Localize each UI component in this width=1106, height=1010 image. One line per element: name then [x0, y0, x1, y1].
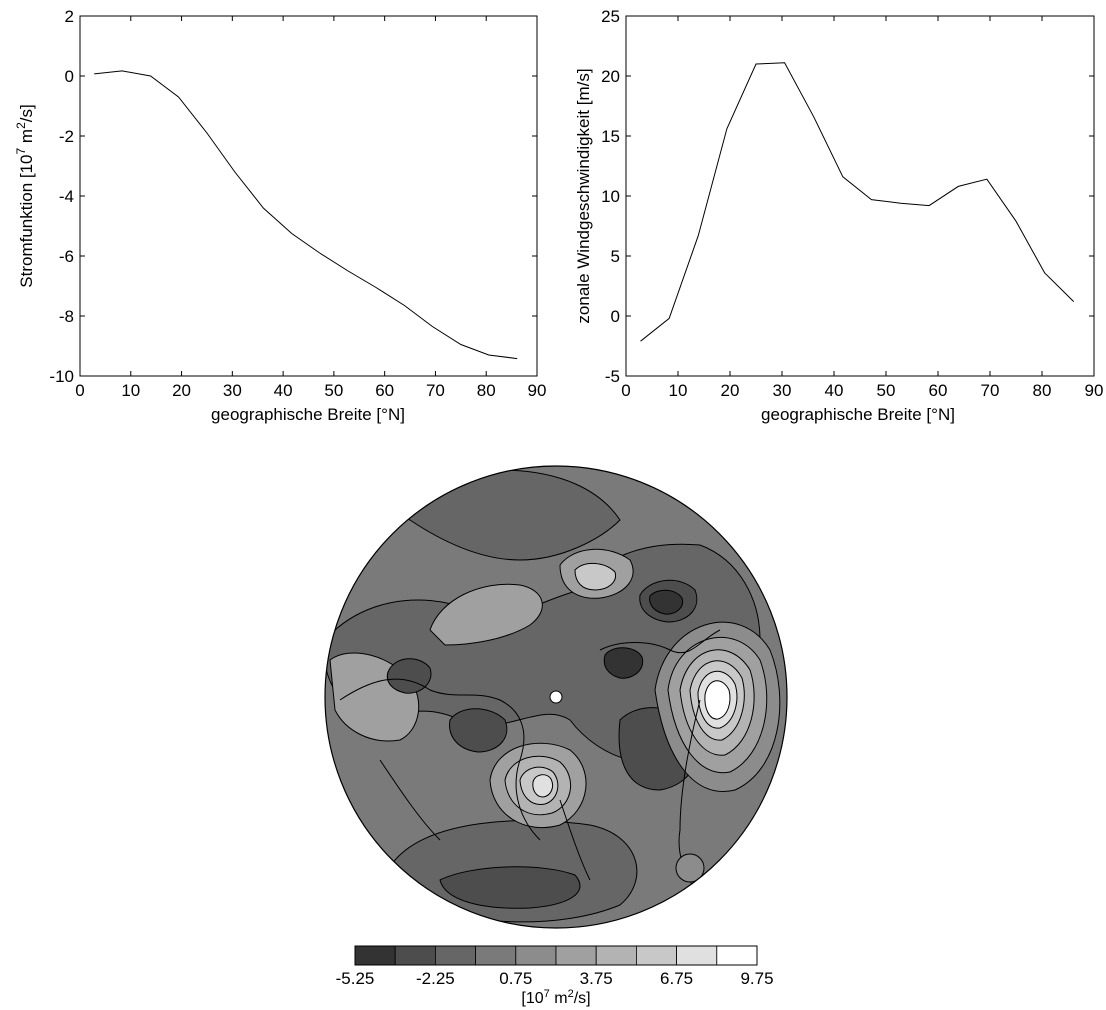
map-contour-region: [429, 583, 543, 646]
zonal-wind-x-ticks: 0 10 20 30 40 50 60 70 80 90: [621, 16, 1103, 400]
streamfunction-y-axis-label: Stromfunktion [107 m2/s]: [14, 104, 36, 287]
colorbar-cell: [394, 945, 436, 966]
y-tick-label: -8: [59, 307, 74, 326]
x-tick-label: 10: [669, 381, 688, 400]
colorbar-cell: [555, 945, 597, 966]
colorbar-cell: [716, 945, 758, 966]
colorbar-cell: [475, 945, 517, 966]
colorbar-cell: [354, 945, 396, 966]
x-tick-label: 60: [375, 381, 394, 400]
map-island: [675, 853, 705, 883]
x-tick-label: 70: [981, 381, 1000, 400]
y-tick-label: -10: [49, 367, 74, 386]
y-tick-label: -2: [59, 127, 74, 146]
streamfunction-x-ticks: 0 10 20 30 40 50 60 70 80 90: [75, 16, 546, 400]
map-contour-region: [704, 680, 731, 720]
zonal-wind-x-axis-label: geographische Breite [°N]: [761, 405, 955, 424]
x-tick-label: 40: [274, 381, 293, 400]
map-coastline: [339, 629, 721, 901]
map-outline: [324, 465, 788, 929]
north-pole-marker: [549, 690, 563, 704]
colorbar-cells: [354, 945, 758, 966]
x-tick-label: 20: [721, 381, 740, 400]
y-tick-label: 5: [611, 247, 620, 266]
zonal-wind-y-axis-label: zonale Windgeschwindigkeit [m/s]: [574, 68, 593, 323]
map-contour-region: [439, 866, 581, 909]
x-tick-label: 40: [825, 381, 844, 400]
map-contour-region: [603, 647, 644, 679]
y-tick-label: 20: [601, 67, 620, 86]
series-line: [640, 62, 1075, 342]
x-tick-label: 0: [621, 381, 630, 400]
streamfunction-y-ticks: -10 -8 -6 -4 -2 0 2: [49, 7, 537, 386]
x-tick-label: 30: [773, 381, 792, 400]
x-tick-label: 50: [877, 381, 896, 400]
x-tick-label: 10: [121, 381, 140, 400]
x-tick-label: 50: [324, 381, 343, 400]
colorbar-cell: [515, 945, 557, 966]
colorbar-tick-label: -5.25: [336, 969, 375, 988]
map-contour-region: [649, 589, 684, 615]
y-tick-label: 10: [601, 187, 620, 206]
x-tick-label: 60: [929, 381, 948, 400]
colorbar-cell: [636, 945, 678, 966]
colorbar-label: [107 m2/s]: [521, 988, 590, 1007]
map-contour-region: [386, 658, 432, 694]
streamfunction-series: [94, 70, 518, 360]
map-contour-region: [532, 774, 554, 798]
y-tick-label: 0: [65, 67, 74, 86]
map-contour-region: [449, 708, 508, 753]
zonal-wind-y-ticks: -5 0 5 10 15 20 25: [601, 7, 1094, 386]
colorbar-cell: [676, 945, 718, 966]
streamfunction-plot-area: [79, 15, 538, 377]
colorbar-tick-labels: -5.25 -2.25 0.75 3.75 6.75 9.75: [336, 969, 774, 988]
x-tick-label: 90: [1085, 381, 1104, 400]
y-tick-label: 15: [601, 127, 620, 146]
x-tick-label: 90: [528, 381, 547, 400]
y-tick-label: 0: [611, 307, 620, 326]
x-tick-label: 70: [426, 381, 445, 400]
y-tick-label: -4: [59, 187, 74, 206]
streamfunction-chart: 0 10 20 30 40 50 60 70 80 90 -10 -8 -6 -4 -2 0 2 geogra…: [14, 7, 546, 424]
colorbar: -5.25 -2.25 0.75 3.75 6.75 9.75 [107 m2/s]: [336, 945, 774, 1007]
x-tick-label: 0: [75, 381, 84, 400]
streamfunction-x-axis-label: geographische Breite [°N]: [211, 405, 405, 424]
colorbar-tick-label: -2.25: [416, 969, 455, 988]
colorbar-cell: [434, 945, 476, 966]
colorbar-tick-label: 3.75: [580, 969, 613, 988]
y-tick-label: 25: [601, 7, 620, 26]
x-tick-label: 20: [172, 381, 191, 400]
y-tick-label: -6: [59, 247, 74, 266]
zonal-wind-series: [640, 62, 1075, 342]
colorbar-outline: [354, 945, 758, 966]
colorbar-tick-label: 0.75: [499, 969, 532, 988]
map-contour-region: [574, 563, 617, 591]
colorbar-cell: [595, 945, 637, 966]
x-tick-label: 30: [223, 381, 242, 400]
y-tick-label: -5: [605, 367, 620, 386]
x-tick-label: 80: [1033, 381, 1052, 400]
zonal-wind-plot-area: [625, 15, 1095, 377]
x-tick-label: 80: [477, 381, 496, 400]
colorbar-tick-label: 6.75: [660, 969, 693, 988]
y-tick-label: 2: [65, 7, 74, 26]
series-line: [94, 70, 518, 360]
polar-streamfunction-map: [324, 465, 788, 929]
colorbar-tick-label: 9.75: [740, 969, 773, 988]
